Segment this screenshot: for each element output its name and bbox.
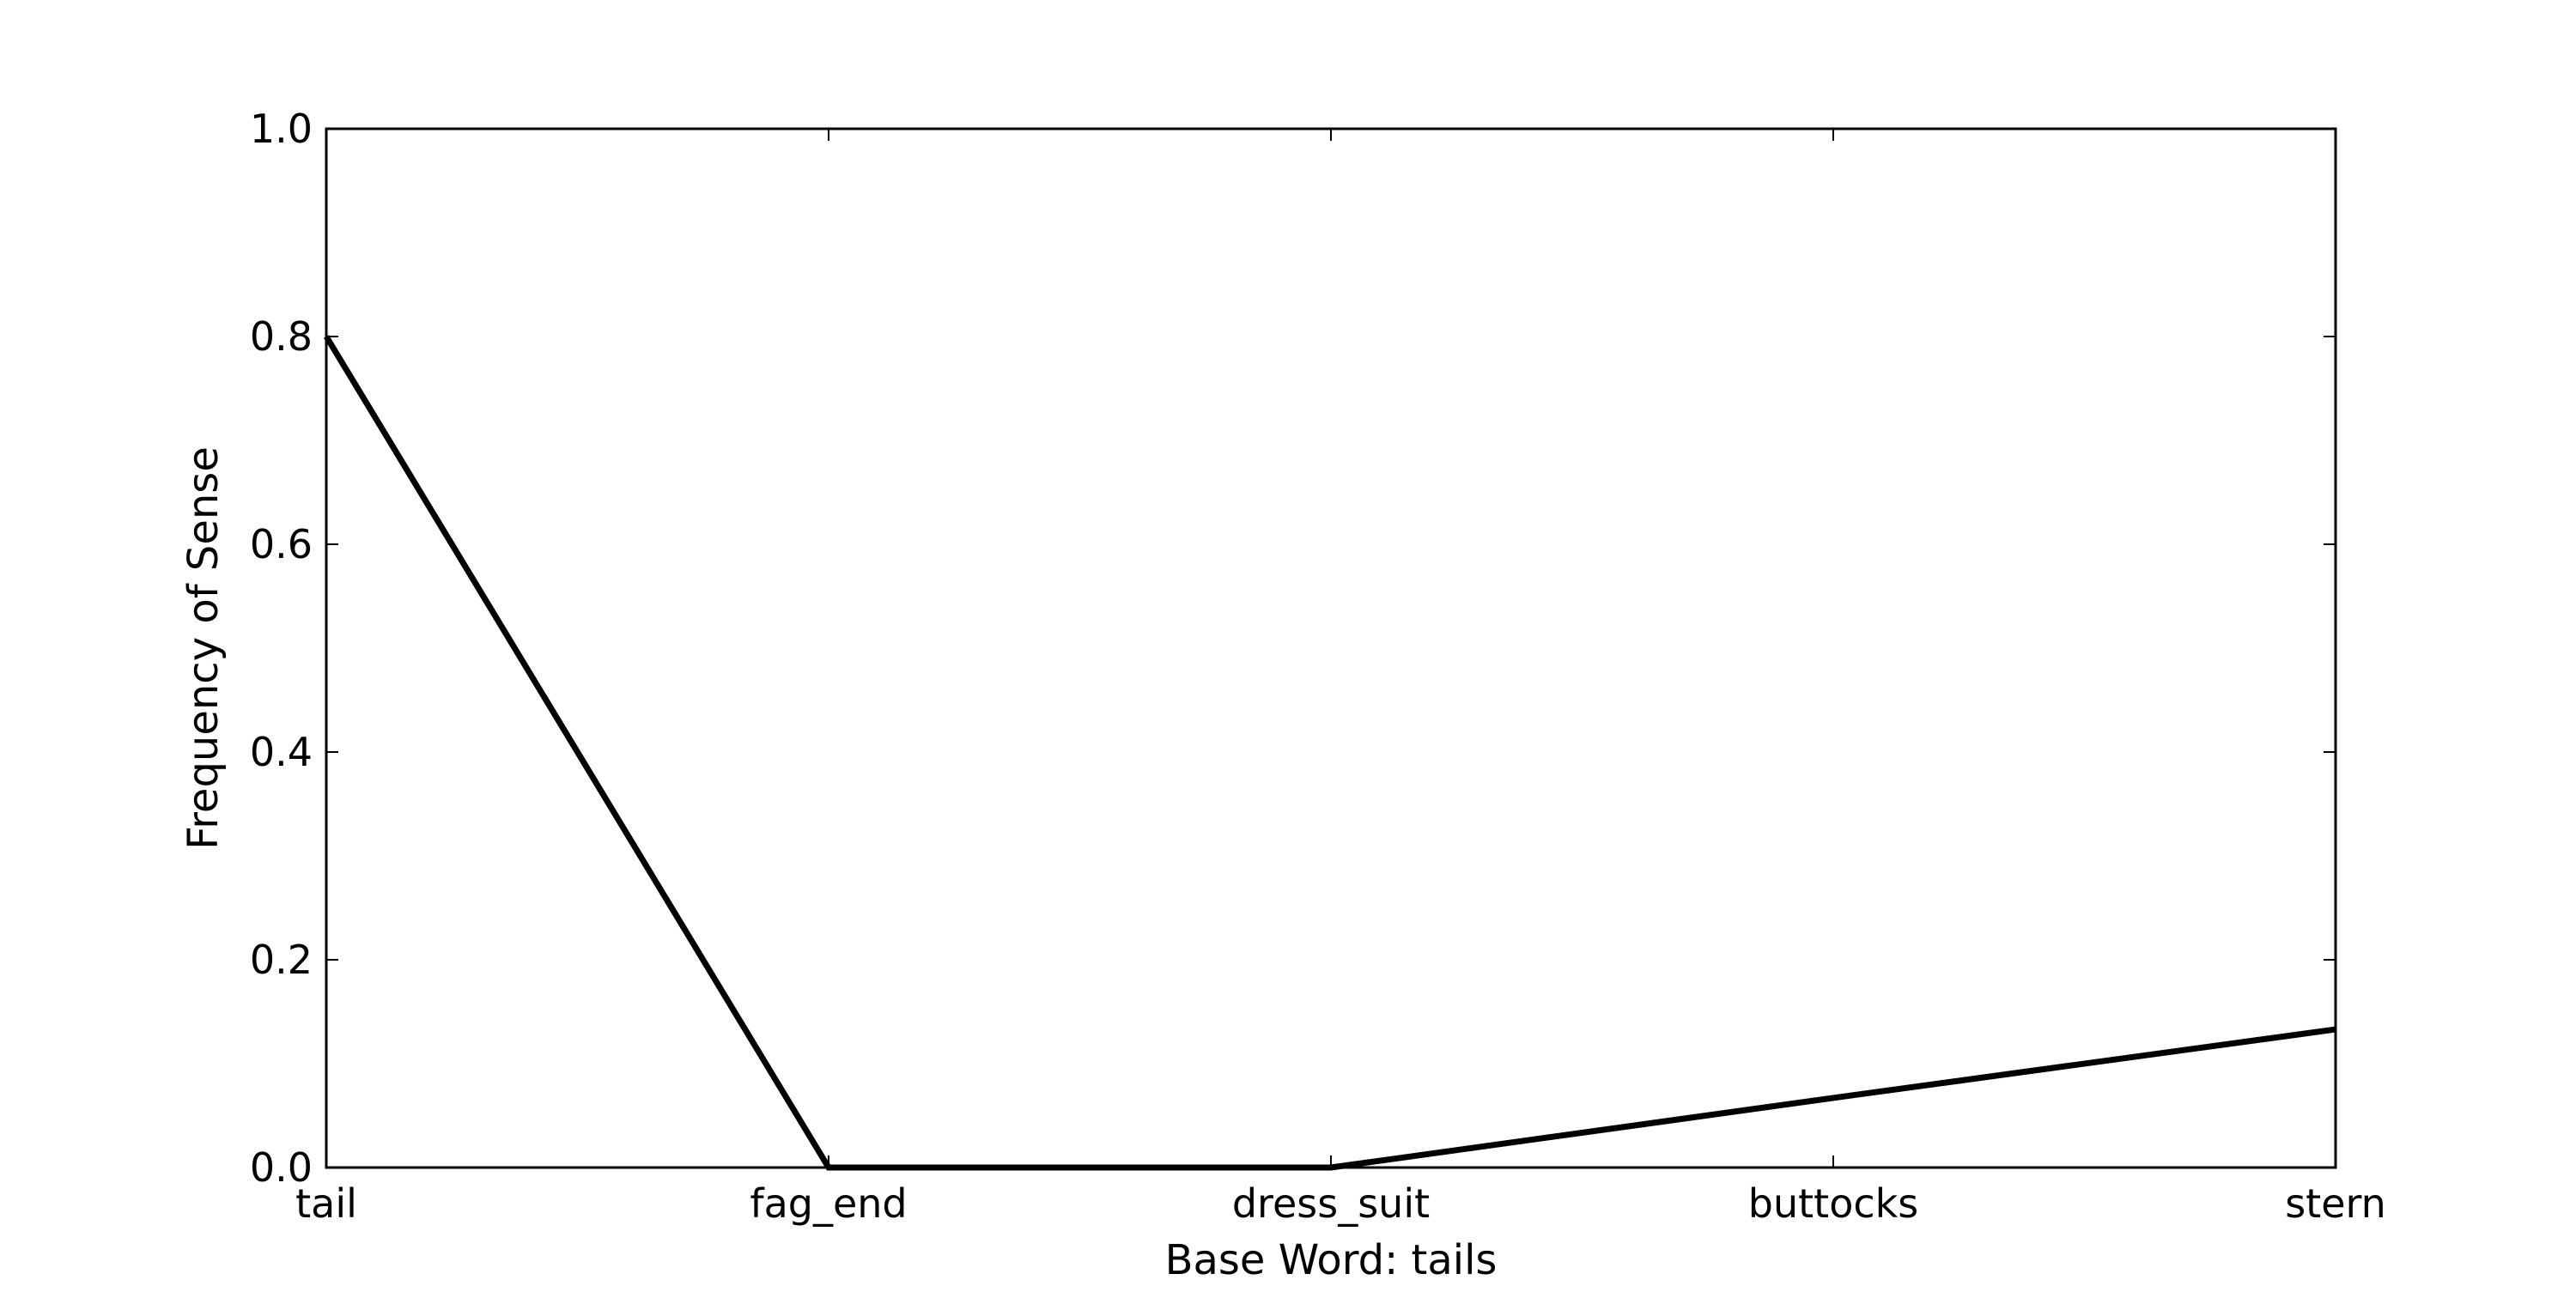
y-tick-label: 0.4: [250, 729, 313, 775]
x-axis-label: Base Word: tails: [1165, 1236, 1498, 1284]
x-tick-labels: tail fag_end dress_suit buttocks stern: [295, 1180, 2386, 1227]
y-tick-label: 0.8: [250, 313, 313, 360]
y-axis-label: Frequency of Sense: [179, 446, 228, 850]
plot-area: [326, 129, 2336, 1168]
y-tick-label: 1.0: [250, 106, 313, 152]
y-tick-labels: 0.00.20.40.60.81.0: [250, 106, 313, 1191]
y-tick-label: 0.2: [250, 937, 313, 983]
y-tick-label: 0.6: [250, 521, 313, 567]
x-tick-label: fag_end: [750, 1180, 907, 1227]
x-tick-label: tail: [295, 1180, 357, 1227]
x-tick-label: stern: [2285, 1180, 2386, 1227]
x-tick-label: buttocks: [1748, 1180, 1918, 1227]
x-tick-label: dress_suit: [1232, 1180, 1430, 1227]
